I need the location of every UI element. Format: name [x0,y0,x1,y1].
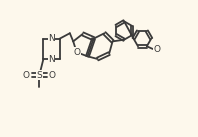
Text: S: S [36,71,42,80]
Text: O: O [154,45,161,54]
Text: O: O [73,48,80,57]
Text: N: N [48,55,55,64]
Text: O: O [23,71,30,80]
Text: N: N [48,34,55,43]
Text: O: O [49,71,56,80]
